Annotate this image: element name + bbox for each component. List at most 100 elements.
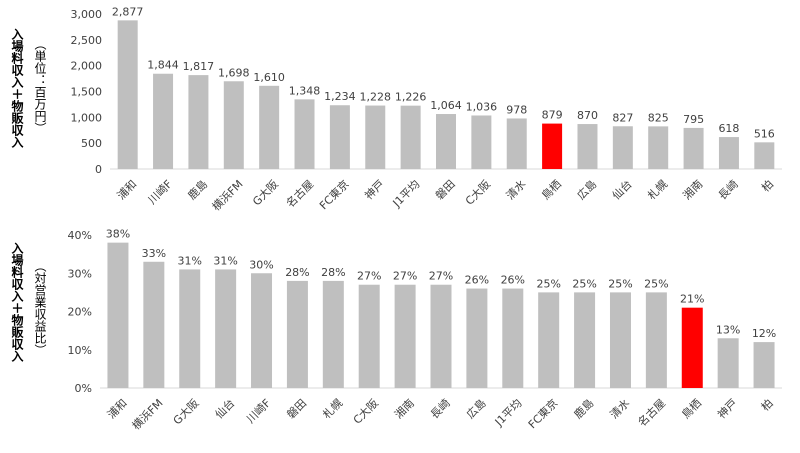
category-label: 川崎F [145,177,175,207]
data-label: 1,064 [430,99,462,112]
data-label: 26% [501,274,525,287]
data-label: 2,877 [112,5,144,18]
bar-札幌 [648,126,669,169]
category-label: 清水 [608,397,633,422]
bar-磐田 [286,280,308,388]
bar-鹿島 [574,292,596,388]
bar-湘南 [394,284,416,388]
revenue-chart: 入場料収入＋物販収入 （単位：百万円） 0 500 1,000 1,500 2,000 2… [10,5,782,214]
bar-磐田 [436,114,456,169]
bar-清水 [506,118,527,169]
data-label: 21% [680,293,704,306]
data-label: 31% [178,254,202,267]
bar-川崎F [251,273,273,388]
category-label: 仙台 [212,396,237,421]
bar-柏 [754,142,775,169]
y-tick-label: 2,000 [71,60,103,73]
bar-G大阪 [259,85,280,169]
bar-札幌 [322,280,344,388]
data-label: 827 [612,111,633,124]
bar-FC東京 [329,105,350,169]
bar-J1平均 [502,288,524,388]
bar-浦和 [117,20,138,170]
chart1-ylabel-main: 入場料収入＋物販収入 [10,28,24,149]
data-label: 13% [716,323,740,336]
category-label: 仙台 [609,177,634,202]
bar-仙台 [612,126,633,169]
data-label: 1,817 [183,60,215,73]
y-tick-label: 500 [81,137,102,150]
data-label: 28% [285,266,309,279]
y-tick-label: 40% [68,229,92,242]
data-label: 1,610 [253,71,285,84]
category-label: C大阪 [350,396,381,427]
category-label: 浦和 [115,178,140,203]
bar-G大阪 [179,269,201,388]
bar-鹿島 [188,75,209,169]
bar-名古屋 [645,292,667,388]
bar-FC東京 [538,292,560,388]
category-label: FC東京 [316,177,351,212]
bar-長崎 [718,137,739,169]
bar-鳥栖 [542,123,563,169]
y-tick-label: 0% [75,382,92,395]
bar-横浜FM [143,261,165,388]
category-label: 鳥栖 [679,396,704,421]
category-label: 浦和 [105,397,130,422]
category-label: 広島 [574,177,599,202]
category-label: G大阪 [170,396,201,427]
category-label: 名古屋 [283,177,316,210]
category-label: J1平均 [492,397,525,430]
data-label: 870 [577,109,598,122]
chart2-ylabel-sub: （対営業収益比） [33,260,47,356]
category-label: G大阪 [249,177,280,208]
ratio-chart: 入場料収入＋物販収入 （対営業収益比） 0% 10% 20% 30% 40% 38% 浦和 3… [10,228,782,433]
data-label: 1,234 [324,90,356,103]
y-tick-label: 20% [68,306,92,319]
data-label: 1,036 [466,100,498,113]
category-label: 神戸 [362,177,387,202]
bar-神戸 [365,105,386,169]
bar-鳥栖 [681,307,703,388]
data-label: 26% [465,274,489,287]
data-label: 38% [106,228,130,241]
category-label: 磐田 [432,177,457,202]
y-tick-label: 1,000 [71,111,103,124]
data-label: 978 [506,103,527,116]
bar-横浜FM [223,81,244,169]
category-label: 清水 [504,178,529,203]
bar-J1平均 [400,105,421,169]
chart2-ylabel-main: 入場料収入＋物販収入 [10,242,24,363]
data-label: 795 [683,113,704,126]
bar-C大阪 [471,115,492,169]
bar-仙台 [215,269,237,388]
y-tick-label: 10% [68,344,92,357]
data-label: 1,226 [395,91,427,104]
y-tick-label: 30% [68,267,92,280]
data-label: 33% [142,247,166,260]
category-label: 川崎F [243,396,273,426]
bar-川崎F [153,73,174,169]
data-label: 27% [393,270,417,283]
data-label: 516 [754,127,775,140]
data-label: 12% [752,327,776,340]
y-tick-label: 1,500 [71,86,103,99]
data-label: 27% [429,270,453,283]
y-tick-label: 2,500 [71,34,103,47]
data-label: 879 [542,109,563,122]
y-tick-label: 3,000 [71,8,103,21]
data-label: 1,698 [218,66,250,79]
bar-清水 [609,292,631,388]
bar-湘南 [683,127,704,169]
bar-広島 [466,288,488,388]
y-tick-label: 0 [95,163,102,176]
category-label: 横浜FM [209,177,246,214]
category-label: 鹿島 [185,177,210,202]
data-label: 1,348 [289,84,321,97]
data-label: 27% [357,270,381,283]
category-label: 鹿島 [571,396,596,421]
chart1-ylabel-sub: （単位：百万円） [33,38,47,134]
category-label: 名古屋 [635,396,668,429]
data-label: 1,844 [147,59,179,72]
data-label: 25% [536,277,560,290]
